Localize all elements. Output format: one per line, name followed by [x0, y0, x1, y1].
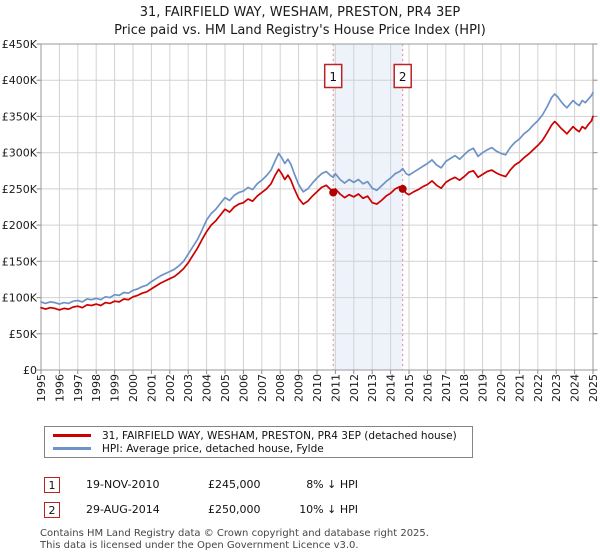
sale-marker-box-1: [323, 63, 343, 89]
legend-item-price-paid: 31, FAIRFIELD WAY, WESHAM, PRESTON, PR4 …: [53, 430, 464, 442]
sale-point-1: [329, 188, 338, 197]
sale-row-1: 1 19-NOV-2010 £245,000 8% ↓ HPI: [44, 477, 374, 495]
legend-label-price-paid: 31, FAIRFIELD WAY, WESHAM, PRESTON, PR4 …: [102, 429, 457, 442]
x-tick-label: 2019: [477, 374, 490, 402]
x-tick-label: 2024: [569, 374, 582, 402]
x-tick-label: 2001: [145, 374, 158, 402]
x-tick-label: 2020: [495, 374, 508, 402]
y-tick-label: £200K: [2, 219, 38, 232]
y-tick-label: £50K: [9, 328, 38, 341]
x-tick-label: 2008: [274, 374, 287, 402]
y-tick-label: £450K: [2, 38, 38, 51]
legend-item-hpi: HPI: Average price, detached house, Fyld…: [53, 443, 464, 455]
x-tick-label: 2011: [329, 374, 342, 402]
x-tick-label: 2006: [237, 374, 250, 402]
x-tick-label: 2013: [366, 374, 379, 402]
footer-line-1: Contains HM Land Registry data © Crown c…: [40, 528, 429, 539]
x-tick-label: 2007: [256, 374, 269, 402]
y-tick-label: £100K: [2, 292, 38, 305]
sale-1-price: £245,000: [208, 478, 261, 491]
x-tick-label: 2017: [440, 374, 453, 402]
price-history-chart: 1995 1996 1997 1998 1999 2000 2001 2002 2003 2004…: [2, 38, 600, 402]
price-paid-line: [40, 115, 594, 311]
sale-1-number-badge: 1: [44, 477, 60, 493]
x-tick-label: 2009: [293, 374, 306, 402]
between-sales-band: [333, 44, 403, 370]
sale-2-number-badge: 2: [44, 502, 60, 518]
x-tick-label: 2025: [587, 374, 600, 402]
sale-2-date: 29-AUG-2014: [86, 503, 160, 516]
x-tick-label: 1997: [72, 374, 85, 402]
footer-line-2: This data is licensed under the Open Gov…: [40, 539, 359, 551]
x-tick-label: 2016: [421, 374, 434, 402]
sale-1-hpi-diff: 8% ↓ HPI: [306, 478, 358, 491]
x-tick-label: 2003: [182, 374, 195, 402]
x-tick-label: 2002: [164, 374, 177, 402]
sale-row-2: 2 29-AUG-2014 £250,000 10% ↓ HPI: [44, 502, 374, 520]
sale-point-2: [398, 184, 407, 193]
x-tick-label: 2005: [219, 374, 232, 402]
chart-legend: 31, FAIRFIELD WAY, WESHAM, PRESTON, PR4 …: [44, 426, 473, 458]
sale-marker-box-2: [393, 63, 412, 89]
legend-label-hpi: HPI: Average price, detached house, Fyld…: [102, 442, 324, 455]
x-tick-label: 2010: [311, 374, 324, 402]
x-tick-label: 1995: [35, 374, 48, 402]
sale-1-date: 19-NOV-2010: [86, 478, 160, 491]
license-footer: Contains HM Land Registry data © Crown c…: [40, 528, 429, 551]
x-tick-label: 2023: [550, 374, 563, 402]
hpi-line: [40, 91, 594, 305]
x-tick-label: 1998: [90, 374, 103, 402]
page-subtitle: Price paid vs. HM Land Registry's House …: [114, 23, 486, 38]
x-tick-label: 2014: [385, 374, 398, 402]
sale-marker-box-label-2: 2: [399, 70, 407, 84]
price-paid-line-swatch: [53, 434, 91, 437]
x-tick-label: 1999: [109, 374, 122, 402]
y-tick-label: £250K: [2, 183, 38, 196]
x-tick-label: 1996: [53, 374, 66, 402]
x-tick-label: 2012: [348, 374, 361, 402]
x-tick-label: 2004: [201, 374, 214, 402]
x-tick-label: 2022: [532, 374, 545, 402]
sale-marker-box-label-1: 1: [329, 70, 337, 84]
y-tick-label: £150K: [2, 255, 38, 268]
x-tick-label: 2000: [127, 374, 140, 402]
x-tick-label: 2015: [403, 374, 416, 402]
y-tick-label: £300K: [2, 147, 38, 160]
page-title: 31, FAIRFIELD WAY, WESHAM, PRESTON, PR4 …: [139, 5, 461, 20]
x-tick-label: 2021: [513, 374, 526, 402]
hpi-line-swatch: [53, 447, 91, 450]
sale-2-hpi-diff: 10% ↓ HPI: [299, 503, 358, 516]
sale-2-price: £250,000: [208, 503, 261, 516]
y-tick-label: £0: [23, 364, 37, 377]
y-tick-label: £400K: [2, 74, 38, 87]
y-tick-label: £350K: [2, 110, 38, 123]
x-tick-label: 2018: [458, 374, 471, 402]
